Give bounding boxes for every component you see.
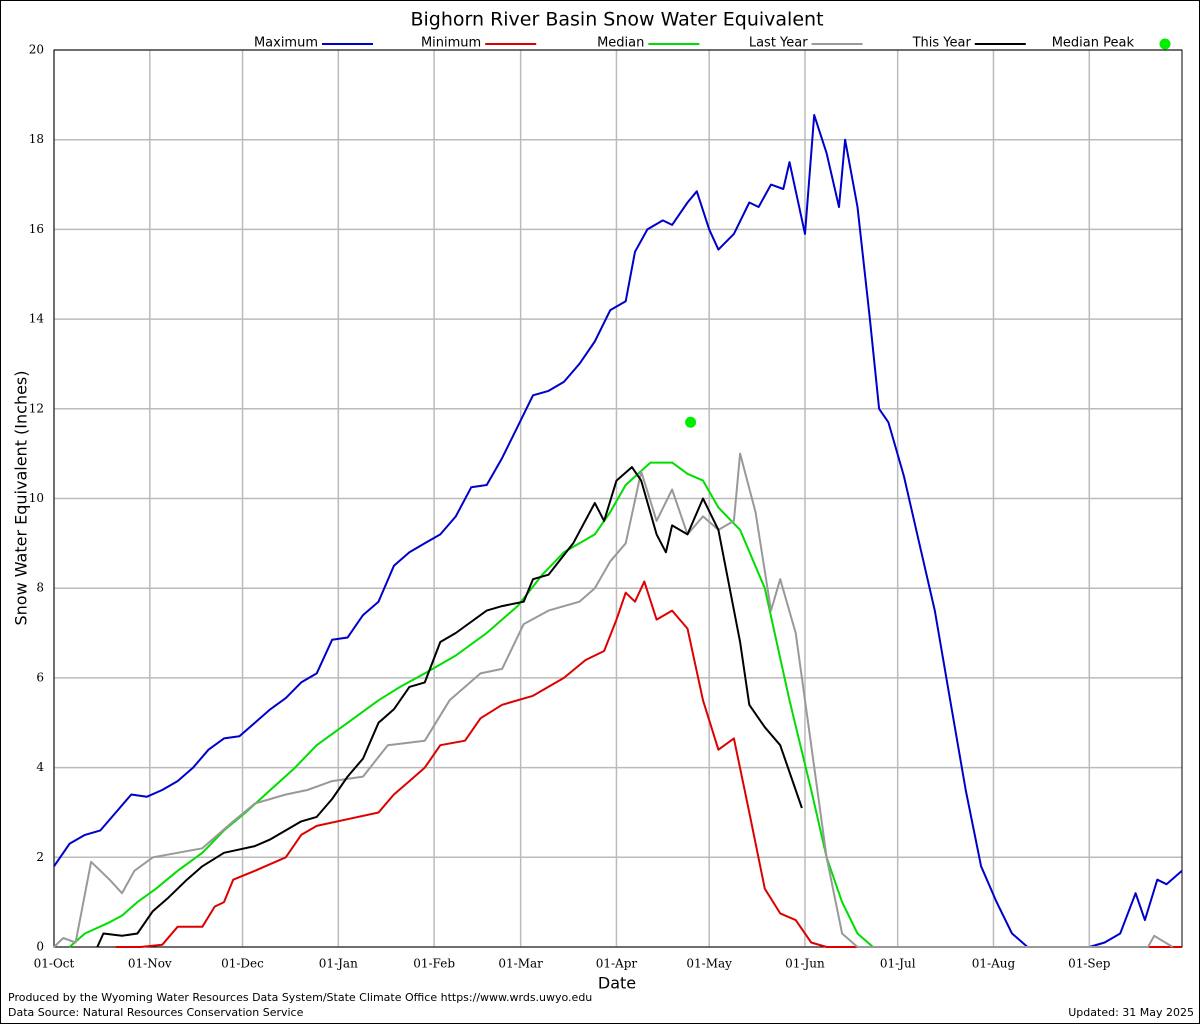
y-tick-label: 14 [29,312,45,326]
y-tick-label: 18 [29,132,44,146]
footer-text: Updated: 31 May 2025 [1068,1006,1194,1019]
x-tick-label: 01-Jan [319,957,358,971]
legend-label: Median Peak [1052,36,1135,51]
y-tick-label: 16 [29,222,44,236]
legend-label: Maximum [254,36,318,51]
x-tick-label: 01-Aug [972,957,1016,971]
x-tick-label: 01-May [686,957,732,971]
chart-title: Bighorn River Basin Snow Water Equivalen… [410,9,823,31]
y-tick-label: 20 [29,43,44,57]
series-line [68,461,874,948]
y-tick-label: 2 [36,850,44,864]
x-tick-label: 01-Nov [128,957,172,971]
series-line [53,114,1183,948]
legend-label: This Year [912,36,972,51]
median-peak-marker [685,416,697,428]
y-tick-label: 10 [29,491,44,505]
x-tick-label: 01-Oct [34,957,75,971]
x-tick-label: 01-Jul [880,957,916,971]
series-line [96,466,803,948]
legend-label: Median [597,36,644,51]
x-tick-label: 01-Feb [413,957,455,971]
legend-label: Minimum [421,36,481,51]
x-tick-label: 01-Dec [221,957,264,971]
x-tick-label: 01-Sep [1068,957,1111,971]
y-tick-label: 12 [29,401,44,415]
legend-label: Last Year [749,36,808,51]
plot-area [53,49,1183,948]
x-tick-label: 01-Apr [596,957,638,971]
legend-swatch [1159,38,1171,50]
y-axis-label: Snow Water Equivalent (Inches) [12,370,31,625]
footer-text: Data Source: Natural Resources Conservat… [8,1006,304,1019]
x-tick-label: 01-Jun [785,957,825,971]
y-tick-label: 4 [36,760,44,774]
x-tick-label: 01-Mar [498,957,543,971]
footer-text: Produced by the Wyoming Water Resources … [8,991,592,1004]
series-line [53,452,1174,948]
y-tick-label: 0 [36,940,44,954]
series-line [115,580,1182,948]
x-axis-label: Date [598,974,636,993]
y-tick-label: 8 [36,581,44,595]
y-tick-label: 6 [36,670,44,684]
